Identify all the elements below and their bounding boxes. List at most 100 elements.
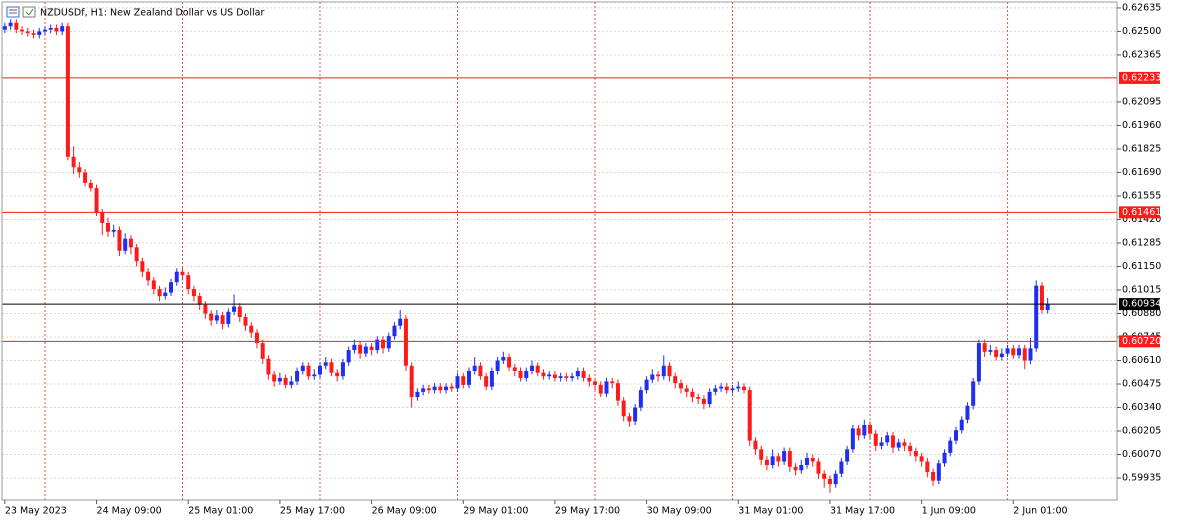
y-tick-label: 0.61960 xyxy=(1122,120,1161,131)
candle-body xyxy=(306,365,311,377)
candle-body xyxy=(128,238,133,248)
candle-body xyxy=(845,449,850,462)
candle-body xyxy=(77,167,82,173)
x-tick-label: 30 May 09:00 xyxy=(647,506,712,517)
candle-body xyxy=(455,376,460,389)
candle-body xyxy=(948,440,953,453)
candle-body xyxy=(174,271,179,283)
candle-body xyxy=(730,388,735,391)
y-tick-label: 0.59935 xyxy=(1122,473,1161,484)
candle-body xyxy=(197,296,202,305)
candle-body xyxy=(793,466,798,471)
candle-body xyxy=(529,365,534,371)
x-tick-label: 1 Jun 09:00 xyxy=(922,506,976,517)
candle-body xyxy=(398,318,403,326)
candle-body xyxy=(919,456,924,462)
candle-body xyxy=(593,381,598,385)
candle-body xyxy=(678,383,683,389)
x-tick-label: 31 May 17:00 xyxy=(830,506,895,517)
y-tick-label: 0.61150 xyxy=(1122,261,1161,272)
candle-body xyxy=(169,282,174,293)
candle-body xyxy=(741,386,746,391)
candle-body xyxy=(541,372,546,377)
y-tick-label: 0.62095 xyxy=(1122,96,1161,107)
candle-body xyxy=(925,461,930,472)
candle-body xyxy=(203,304,208,314)
candle-body xyxy=(667,365,672,377)
candle-body xyxy=(810,458,815,462)
candle-body xyxy=(816,461,821,474)
candle-body xyxy=(317,365,322,375)
icon-check xyxy=(28,8,34,16)
candle-body xyxy=(873,433,878,446)
x-tick-label: 31 May 01:00 xyxy=(738,506,803,517)
candle-body xyxy=(570,376,575,378)
candle-body xyxy=(759,449,764,460)
candle-body xyxy=(850,428,855,450)
candle-body xyxy=(1028,348,1033,361)
candle-body xyxy=(931,471,936,481)
candle-body xyxy=(134,247,139,262)
candle-body xyxy=(2,26,7,30)
price-label-box xyxy=(1119,298,1160,311)
price-label: 0.60934 xyxy=(1122,299,1161,310)
y-tick-label: 0.60205 xyxy=(1122,426,1161,437)
y-tick-label: 0.62365 xyxy=(1122,49,1161,60)
candle-body xyxy=(696,397,701,399)
candle-body xyxy=(352,344,357,351)
candle-body xyxy=(684,388,689,392)
candle-body xyxy=(65,26,70,157)
candle-body xyxy=(902,442,907,446)
y-tick-label: 0.60340 xyxy=(1122,402,1161,413)
candle-body xyxy=(913,451,918,457)
candle-body xyxy=(409,365,414,398)
candle-body xyxy=(747,390,752,441)
candle-body xyxy=(690,391,695,398)
level-label: 0.62233 xyxy=(1122,72,1161,83)
candle-body xyxy=(558,376,563,378)
plot-area xyxy=(2,2,1117,500)
x-tick-label: 26 May 09:00 xyxy=(372,506,437,517)
candle-body xyxy=(1045,304,1050,311)
candle-body xyxy=(449,386,454,389)
y-tick-label: 0.60070 xyxy=(1122,449,1161,460)
candle-body xyxy=(724,386,729,391)
candle-body xyxy=(518,370,523,378)
candle-body xyxy=(936,463,941,481)
candle-body xyxy=(999,353,1004,358)
candle-body xyxy=(1034,285,1039,349)
candle-body xyxy=(100,212,105,223)
candle-body xyxy=(335,372,340,377)
candle-body xyxy=(180,271,185,276)
candle-body xyxy=(833,473,838,485)
candle-body xyxy=(633,407,638,422)
candle-body xyxy=(8,22,13,27)
y-tick-label: 0.61555 xyxy=(1122,190,1161,201)
candle-body xyxy=(713,388,718,392)
icon-frame xyxy=(22,6,36,18)
candle-body xyxy=(994,350,999,358)
candle-body xyxy=(1022,348,1027,361)
y-tick-label: 0.61285 xyxy=(1122,237,1161,248)
x-tick-label: 25 May 17:00 xyxy=(280,506,345,517)
candle-body xyxy=(862,424,867,436)
candle-body xyxy=(942,452,947,464)
candle-body xyxy=(959,419,964,431)
y-tick-label: 0.61690 xyxy=(1122,167,1161,178)
candle-body xyxy=(598,384,603,394)
candle-body xyxy=(163,292,168,297)
candle-body xyxy=(209,313,214,321)
candle-body xyxy=(220,315,225,324)
candle-body xyxy=(495,360,500,371)
candle-body xyxy=(976,343,981,382)
candle-body xyxy=(764,459,769,466)
candle-body xyxy=(289,381,294,385)
candle-body xyxy=(232,306,237,312)
candle-body xyxy=(707,391,712,405)
candle-body xyxy=(547,374,552,377)
candle-body xyxy=(827,478,832,485)
candle-body xyxy=(489,370,494,387)
y-tick-label: 0.61420 xyxy=(1122,214,1161,225)
candle-body xyxy=(421,388,426,392)
candle-body xyxy=(375,339,380,351)
